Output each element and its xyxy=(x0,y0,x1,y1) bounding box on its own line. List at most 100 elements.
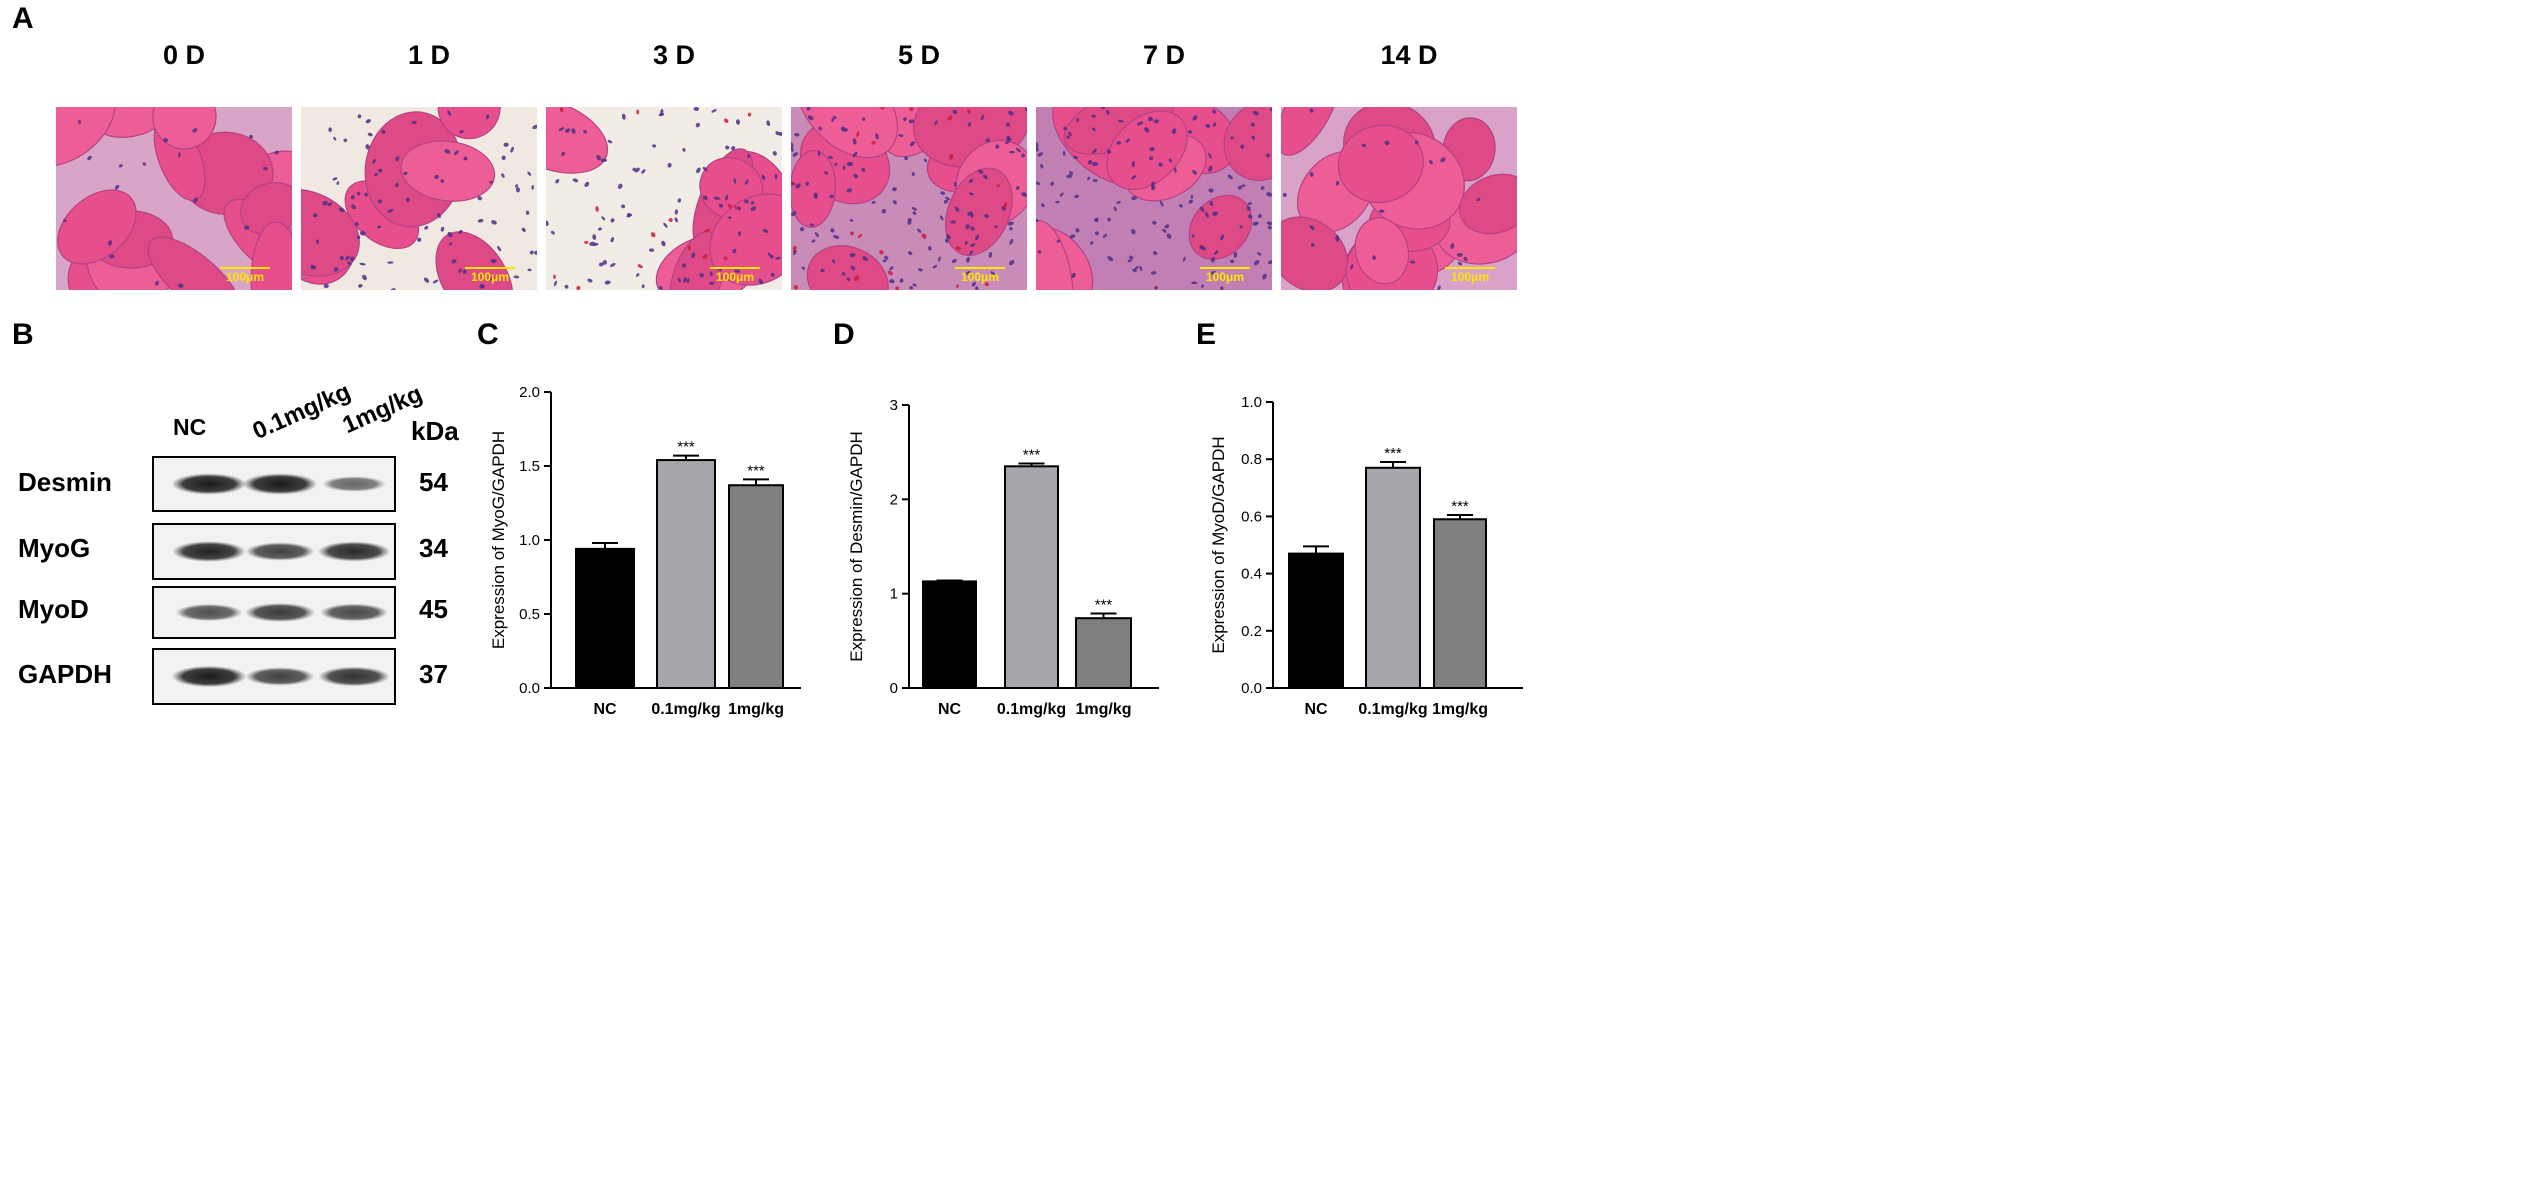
day-label-1: 1 D xyxy=(407,40,451,70)
bar-0.1mg/kg xyxy=(656,459,716,689)
y-tick-label: 1.0 xyxy=(1241,394,1262,411)
x-tick-label: NC xyxy=(1304,701,1328,718)
x-tick-label: 0.1mg/kg xyxy=(651,701,720,718)
histology-svg xyxy=(1281,107,1517,290)
blot-band xyxy=(245,542,315,561)
histology-image-0d: 100μm xyxy=(56,107,292,290)
panel-d-letter: D xyxy=(833,318,855,351)
bar-1mg/kg xyxy=(1433,518,1487,689)
bar-NC xyxy=(922,580,977,689)
day-label-5: 5 D xyxy=(897,40,941,70)
blot-svg xyxy=(172,541,391,562)
panel-e-letter: E xyxy=(1196,318,1217,351)
panel-c-letter: C xyxy=(477,318,499,351)
wb-kda-myog: 34 xyxy=(419,533,448,563)
day-label-7: 7 D xyxy=(1142,40,1186,70)
chart-myog: 0.0 0.5 1.0 1.5 2.0 Expression of MyoG/GAPDH N… xyxy=(478,370,818,741)
wb-row-gapdh: GAPDH xyxy=(18,659,112,689)
histology-image-7d: 100μm xyxy=(1036,107,1272,290)
scale-bar-line xyxy=(220,267,270,269)
chart-myod: 0.0 0.2 0.4 0.6 0.8 1.0 Expression of MyoD/GAP… xyxy=(1198,370,1538,741)
significance-label: *** xyxy=(677,439,695,456)
wb-kda-header: kDa xyxy=(411,416,459,446)
blot-band xyxy=(322,476,386,492)
wb-column-nc: NC xyxy=(173,414,207,440)
x-tick-label: 1mg/kg xyxy=(728,701,784,718)
histology-svg xyxy=(1036,107,1272,290)
blot-band xyxy=(318,666,390,687)
significance-label: *** xyxy=(1023,446,1041,463)
scale-bar: 100μm xyxy=(710,267,760,284)
chart-desmin: 0 1 2 3 Expression of Desmin/GAPDH NC *** 0.1mg… xyxy=(836,370,1176,741)
histology-image-3d: 100μm xyxy=(546,107,782,290)
wb-row-desmin: Desmin xyxy=(18,467,112,497)
blot-svg xyxy=(171,473,386,495)
bar-0.1mg/kg xyxy=(1004,465,1059,689)
scale-bar-line xyxy=(1200,267,1250,269)
x-tick-label: 1mg/kg xyxy=(1432,701,1488,718)
wb-blot-gapdh xyxy=(152,648,396,705)
blot-band xyxy=(244,603,316,622)
scale-bar: 100μm xyxy=(220,267,270,284)
bar-1mg/kg xyxy=(1075,617,1132,689)
chart-svg: 0 1 2 3 Expression of Desmin/GAPDH NC *** 0.1mg… xyxy=(847,397,1159,718)
histology-svg xyxy=(791,107,1027,290)
y-tick-label: 1.0 xyxy=(519,532,540,549)
y-tick-label: 0.4 xyxy=(1241,566,1262,583)
blot-band xyxy=(171,665,247,688)
wb-row-myod: MyoD xyxy=(18,594,89,624)
bar-NC xyxy=(575,547,635,689)
blot-band xyxy=(317,541,391,562)
histology-image-5d: 100μm xyxy=(791,107,1027,290)
scale-bar: 100μm xyxy=(1445,267,1495,284)
y-tick-label: 0.5 xyxy=(519,606,540,623)
bar-NC xyxy=(1288,552,1344,689)
y-tick-label: 0.0 xyxy=(519,680,540,697)
wb-kda-myod: 45 xyxy=(419,594,448,624)
y-axis-label: Expression of Desmin/GAPDH xyxy=(847,431,866,662)
blot-band xyxy=(242,473,318,495)
y-axis-label: Expression of MyoD/GAPDH xyxy=(1209,436,1228,653)
scale-bar-label: 100μm xyxy=(1205,270,1245,284)
scale-bar: 100μm xyxy=(465,267,515,284)
bar-1mg/kg xyxy=(728,484,784,689)
y-tick-label: 0.8 xyxy=(1241,451,1262,468)
y-tick-label: 0.2 xyxy=(1241,623,1262,640)
wb-blot-myog xyxy=(152,523,396,580)
wb-column-01mgkg: 0.1mg/kg xyxy=(248,378,355,446)
significance-label: *** xyxy=(1384,445,1402,462)
panel-b-letter: B xyxy=(12,318,34,351)
panel-a-letter: A xyxy=(12,2,34,35)
chart-svg: 0.0 0.2 0.4 0.6 0.8 1.0 Expression of MyoD/GAP… xyxy=(1209,394,1523,718)
wb-row-myog: MyoG xyxy=(18,533,91,563)
day-label-14: 14 D xyxy=(1380,40,1438,70)
bar-0.1mg/kg xyxy=(1365,466,1421,689)
scale-bar-line xyxy=(955,267,1005,269)
blot-band xyxy=(245,667,315,686)
x-tick-label: NC xyxy=(938,701,962,718)
y-tick-label: 3 xyxy=(890,397,898,414)
scale-bar-line xyxy=(465,267,515,269)
blot-band xyxy=(175,603,243,622)
y-tick-label: 1.5 xyxy=(519,458,540,475)
x-tick-label: NC xyxy=(593,701,617,718)
y-tick-label: 1 xyxy=(890,586,898,603)
histology-svg xyxy=(546,107,782,290)
y-tick-label: 2.0 xyxy=(519,384,540,401)
blot-svg xyxy=(175,603,389,622)
blot-band xyxy=(171,473,247,495)
y-axis-label: Expression of MyoG/GAPDH xyxy=(489,431,508,649)
scale-bar-label: 100μm xyxy=(225,270,265,284)
scale-bar: 100μm xyxy=(1200,267,1250,284)
wb-kda-gapdh: 37 xyxy=(419,659,448,689)
x-tick-label: 1mg/kg xyxy=(1075,701,1131,718)
scale-bar-label: 100μm xyxy=(1450,270,1490,284)
scale-bar-label: 100μm xyxy=(470,270,510,284)
scale-bar-label: 100μm xyxy=(960,270,1000,284)
histology-image-1d: 100μm xyxy=(301,107,537,290)
y-tick-label: 2 xyxy=(890,491,898,508)
scale-bar-label: 100μm xyxy=(715,270,755,284)
blot-band xyxy=(172,541,246,562)
significance-label: *** xyxy=(747,462,765,479)
histology-svg xyxy=(56,107,292,290)
